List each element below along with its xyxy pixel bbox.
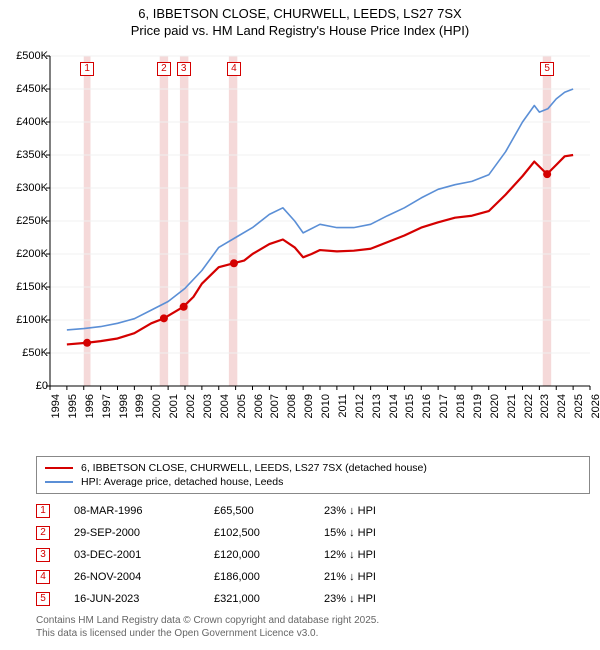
legend-swatch-hpi <box>45 481 73 483</box>
sale-row-date: 26-NOV-2004 <box>74 571 214 583</box>
x-tick-label: 2011 <box>337 394 349 424</box>
x-tick-label: 1995 <box>67 394 79 424</box>
x-tick-label: 2024 <box>556 394 568 424</box>
sale-row-price: £120,000 <box>214 549 324 561</box>
x-tick-label: 2003 <box>202 394 214 424</box>
x-tick-label: 2014 <box>388 394 400 424</box>
y-tick-label: £100K <box>0 314 48 326</box>
sale-marker-3: 3 <box>177 62 191 76</box>
x-tick-label: 2017 <box>438 394 450 424</box>
title-block: 6, IBBETSON CLOSE, CHURWELL, LEEDS, LS27… <box>0 0 600 42</box>
x-tick-label: 2026 <box>590 394 600 424</box>
legend-label-hpi: HPI: Average price, detached house, Leed… <box>81 476 283 488</box>
sale-row-price: £65,500 <box>214 505 324 517</box>
sale-row-delta: 12% ↓ HPI <box>324 549 424 561</box>
y-tick-label: £400K <box>0 116 48 128</box>
x-tick-label: 1994 <box>50 394 62 424</box>
sale-row-delta: 21% ↓ HPI <box>324 571 424 583</box>
sale-row-date: 29-SEP-2000 <box>74 527 214 539</box>
sale-row: 5 16-JUN-2023£321,00023% ↓ HPI <box>36 588 590 610</box>
x-tick-label: 2004 <box>219 394 231 424</box>
x-tick-label: 2013 <box>371 394 383 424</box>
y-tick-label: £200K <box>0 248 48 260</box>
legend-item-property: 6, IBBETSON CLOSE, CHURWELL, LEEDS, LS27… <box>45 461 581 475</box>
sale-row: 2 29-SEP-2000£102,50015% ↓ HPI <box>36 522 590 544</box>
footer-line-2: This data is licensed under the Open Gov… <box>36 627 590 640</box>
y-tick-label: £350K <box>0 149 48 161</box>
x-tick-label: 1999 <box>134 394 146 424</box>
sale-row-price: £321,000 <box>214 593 324 605</box>
x-tick-label: 2016 <box>421 394 433 424</box>
sale-marker-1: 1 <box>80 62 94 76</box>
x-tick-label: 1996 <box>84 394 96 424</box>
sale-row-marker: 4 <box>36 570 50 584</box>
sale-row: 3 03-DEC-2001£120,00012% ↓ HPI <box>36 544 590 566</box>
title-line-1: 6, IBBETSON CLOSE, CHURWELL, LEEDS, LS27… <box>0 6 600 23</box>
legend-label-property: 6, IBBETSON CLOSE, CHURWELL, LEEDS, LS27… <box>81 462 427 474</box>
sale-row: 4 26-NOV-2004£186,00021% ↓ HPI <box>36 566 590 588</box>
legend: 6, IBBETSON CLOSE, CHURWELL, LEEDS, LS27… <box>36 456 590 494</box>
x-tick-label: 2018 <box>455 394 467 424</box>
sale-row-date: 08-MAR-1996 <box>74 505 214 517</box>
y-tick-label: £50K <box>0 347 48 359</box>
sale-row-date: 03-DEC-2001 <box>74 549 214 561</box>
y-tick-label: £150K <box>0 281 48 293</box>
x-tick-label: 2022 <box>523 394 535 424</box>
y-tick-label: £250K <box>0 215 48 227</box>
x-tick-label: 2000 <box>151 394 163 424</box>
x-tick-label: 2025 <box>573 394 585 424</box>
x-tick-label: 2007 <box>269 394 281 424</box>
x-tick-label: 2009 <box>303 394 315 424</box>
x-tick-label: 2021 <box>506 394 518 424</box>
sale-row-price: £102,500 <box>214 527 324 539</box>
price-chart: £0 £50K £100K £150K £200K £250K £300K £350K £400… <box>0 46 600 416</box>
sale-row-delta: 23% ↓ HPI <box>324 505 424 517</box>
x-tick-label: 1998 <box>118 394 130 424</box>
sale-row-date: 16-JUN-2023 <box>74 593 214 605</box>
sale-marker-2: 2 <box>157 62 171 76</box>
x-tick-label: 2020 <box>489 394 501 424</box>
sale-row-delta: 15% ↓ HPI <box>324 527 424 539</box>
x-tick-label: 1997 <box>101 394 113 424</box>
page: 6, IBBETSON CLOSE, CHURWELL, LEEDS, LS27… <box>0 0 600 650</box>
title-line-2: Price paid vs. HM Land Registry's House … <box>0 23 600 40</box>
x-tick-label: 2019 <box>472 394 484 424</box>
y-tick-label: £450K <box>0 83 48 95</box>
sale-row-price: £186,000 <box>214 571 324 583</box>
sale-marker-4: 4 <box>227 62 241 76</box>
sale-marker-5: 5 <box>540 62 554 76</box>
legend-swatch-property <box>45 467 73 469</box>
sale-row: 1 08-MAR-1996£65,50023% ↓ HPI <box>36 500 590 522</box>
legend-item-hpi: HPI: Average price, detached house, Leed… <box>45 475 581 489</box>
x-tick-label: 2008 <box>286 394 298 424</box>
x-tick-label: 2005 <box>236 394 248 424</box>
sale-row-marker: 5 <box>36 592 50 606</box>
x-tick-label: 2006 <box>253 394 265 424</box>
y-tick-label: £0 <box>0 380 48 392</box>
sale-row-marker: 1 <box>36 504 50 518</box>
footer: Contains HM Land Registry data © Crown c… <box>36 614 590 640</box>
y-tick-label: £300K <box>0 182 48 194</box>
sale-row-marker: 3 <box>36 548 50 562</box>
x-tick-label: 2001 <box>168 394 180 424</box>
x-tick-label: 2012 <box>354 394 366 424</box>
x-tick-label: 2015 <box>404 394 416 424</box>
x-tick-label: 2010 <box>320 394 332 424</box>
y-tick-label: £500K <box>0 50 48 62</box>
footer-line-1: Contains HM Land Registry data © Crown c… <box>36 614 590 627</box>
sales-table: 108-MAR-1996£65,50023% ↓ HPI229-SEP-2000… <box>36 500 590 610</box>
sale-row-marker: 2 <box>36 526 50 540</box>
sale-row-delta: 23% ↓ HPI <box>324 593 424 605</box>
x-tick-label: 2023 <box>539 394 551 424</box>
x-tick-label: 2002 <box>185 394 197 424</box>
